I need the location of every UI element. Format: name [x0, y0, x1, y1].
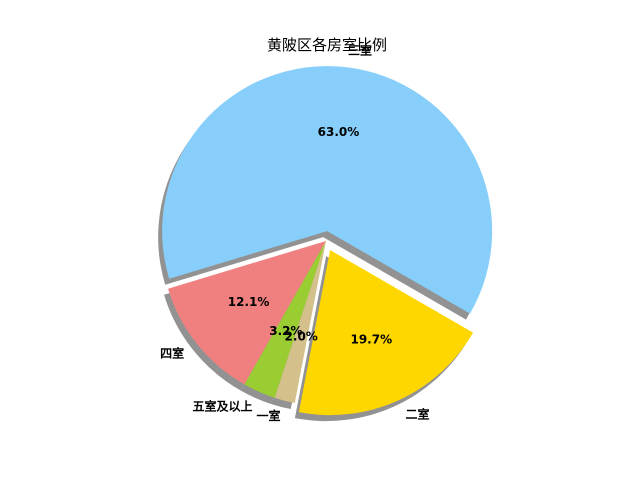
- slice-2-wedge: [168, 241, 326, 385]
- slice-1-category-label: 三室: [348, 42, 372, 57]
- pie-slices: [162, 66, 493, 416]
- slice-1-wedge: [162, 66, 493, 314]
- slice-4-percent-label: 2.0%: [285, 329, 318, 343]
- slice-5-wedge: [298, 250, 474, 416]
- slice-3-category-label: 五室及以上: [192, 399, 252, 414]
- slice-4-category-label: 一室: [256, 408, 280, 423]
- slice-5-percent-label: 19.7%: [350, 333, 392, 347]
- slice-3-percent-label: 3.2%: [269, 324, 302, 338]
- slice-2-category-label: 四室: [160, 346, 184, 361]
- slice-4-wedge: [274, 241, 326, 404]
- chart-title: 黄陂区各房室比例: [267, 36, 387, 54]
- slice-1-percent-label: 63.0%: [318, 125, 360, 139]
- slice-5-category-label: 二室: [406, 407, 430, 422]
- slice-labels: 三室 63.0% 四室 12.1% 五室及以上 3.2% 一室 2.0% 二室 19.7%: [160, 42, 429, 423]
- slice-3-wedge: [244, 241, 326, 398]
- slice-2-percent-label: 12.1%: [228, 295, 270, 309]
